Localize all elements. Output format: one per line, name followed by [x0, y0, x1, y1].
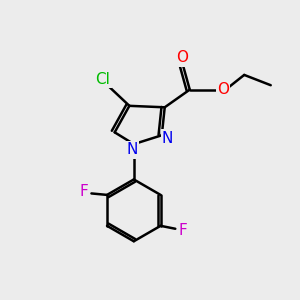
Text: O: O: [176, 50, 188, 65]
Text: F: F: [79, 184, 88, 200]
Text: N: N: [127, 142, 138, 158]
Text: Cl: Cl: [95, 72, 110, 87]
Text: F: F: [179, 223, 188, 238]
Text: N: N: [162, 131, 173, 146]
Text: O: O: [217, 82, 229, 97]
